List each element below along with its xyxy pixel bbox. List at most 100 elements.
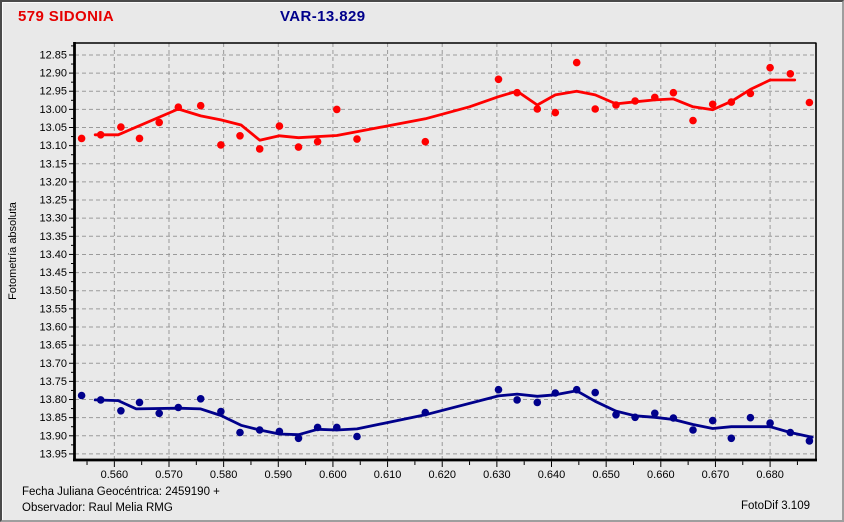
red-data-point xyxy=(766,63,774,72)
red-data-point xyxy=(275,122,284,130)
blue-data-point xyxy=(786,428,795,437)
red-data-point xyxy=(805,98,814,107)
red-data-point xyxy=(631,97,639,105)
red-data-point xyxy=(612,101,620,109)
blue-data-point xyxy=(77,391,86,400)
red-data-point xyxy=(353,135,361,143)
red-data-point xyxy=(708,100,717,109)
red-data-point xyxy=(786,70,795,78)
red-data-point xyxy=(294,143,303,151)
red-data-point xyxy=(333,105,341,114)
y-tick-label: 13.45 xyxy=(39,267,67,279)
x-tick-label: 0.600 xyxy=(319,469,347,481)
blue-data-point xyxy=(494,385,503,394)
observer-label: Observador: Raul Melia RMG xyxy=(22,502,173,514)
blue-data-point xyxy=(196,395,205,403)
y-tick-label: 13.40 xyxy=(39,249,67,261)
app-version-label: FotoDif 3.109 xyxy=(740,500,810,512)
red-data-point xyxy=(236,132,244,140)
blue-data-point xyxy=(255,426,264,434)
y-axis-title: Fotometría absoluta xyxy=(7,201,19,300)
blue-data-point xyxy=(217,407,225,416)
red-data-point xyxy=(421,137,430,146)
blue-data-point xyxy=(421,408,430,417)
y-tick-label: 13.90 xyxy=(39,430,67,442)
y-tick-label: 13.60 xyxy=(39,321,67,333)
red-data-point xyxy=(513,88,521,97)
red-data-point xyxy=(313,137,322,146)
x-tick-label: 0.610 xyxy=(374,469,402,481)
x-tick-label: 0.650 xyxy=(592,469,620,481)
red-data-point xyxy=(196,101,205,110)
object-title: 579 SIDONIA xyxy=(18,8,115,25)
y-tick-label: 13.65 xyxy=(39,340,67,352)
y-tick-label: 13.20 xyxy=(39,176,67,188)
blue-data-point xyxy=(631,413,639,422)
y-tick-label: 13.80 xyxy=(39,394,67,406)
red-data-point xyxy=(591,105,599,113)
blue-data-point xyxy=(727,434,736,443)
variable-title: VAR-13.829 xyxy=(280,8,366,25)
y-tick-label: 12.85 xyxy=(39,49,67,61)
y-tick-label: 13.15 xyxy=(39,158,67,170)
blue-data-point xyxy=(135,398,144,407)
red-data-point xyxy=(669,88,678,97)
blue-data-point xyxy=(591,388,599,397)
y-tick-label: 13.30 xyxy=(39,213,67,225)
x-tick-label: 0.670 xyxy=(702,469,730,481)
blue-data-point xyxy=(117,407,125,415)
blue-data-point xyxy=(805,437,814,445)
blue-data-point xyxy=(533,398,542,407)
blue-data-point xyxy=(551,389,560,397)
blue-data-point xyxy=(572,385,581,394)
red-data-point xyxy=(689,116,697,125)
y-tick-label: 13.05 xyxy=(39,122,67,134)
y-tick-label: 13.35 xyxy=(39,231,67,243)
red-data-point xyxy=(572,58,581,67)
red-data-point xyxy=(746,89,755,98)
red-data-point xyxy=(494,75,503,84)
x-tick-label: 0.570 xyxy=(155,469,183,481)
red-data-point xyxy=(551,108,560,117)
x-tick-label: 0.580 xyxy=(210,469,238,481)
y-tick-label: 13.55 xyxy=(39,303,67,315)
red-data-point xyxy=(155,118,163,127)
red-data-point xyxy=(255,145,264,153)
y-tick-label: 12.90 xyxy=(39,68,67,80)
y-tick-label: 13.10 xyxy=(39,140,67,152)
red-data-point xyxy=(651,93,659,102)
y-tick-label: 13.75 xyxy=(39,376,67,388)
blue-data-point xyxy=(669,414,678,422)
red-data-point xyxy=(77,134,86,143)
y-tick-label: 13.85 xyxy=(39,412,67,424)
blue-data-point xyxy=(513,396,521,404)
x-tick-label: 0.640 xyxy=(538,469,566,481)
blue-data-point xyxy=(612,411,620,419)
blue-data-point xyxy=(96,396,105,404)
blue-data-point xyxy=(353,432,361,441)
y-tick-label: 13.25 xyxy=(39,195,67,207)
red-data-point xyxy=(217,141,225,149)
blue-data-point xyxy=(294,434,303,443)
x-tick-label: 0.630 xyxy=(483,469,511,481)
y-tick-label: 13.50 xyxy=(39,285,67,297)
blue-data-point xyxy=(651,409,659,418)
red-data-point xyxy=(117,123,125,131)
julian-date-label: Fecha Juliana Geocéntrica: 2459190 + xyxy=(22,486,220,498)
blue-trend-line xyxy=(93,389,814,439)
y-tick-label: 12.95 xyxy=(39,86,67,98)
red-data-point xyxy=(96,131,105,139)
y-tick-label: 13.70 xyxy=(39,358,67,370)
blue-data-point xyxy=(174,403,183,412)
blue-data-point xyxy=(746,413,755,422)
blue-data-point xyxy=(333,423,341,432)
red-data-point xyxy=(174,103,183,111)
y-tick-label: 13.95 xyxy=(39,448,67,460)
blue-data-point xyxy=(689,426,697,434)
blue-data-point xyxy=(155,409,163,418)
x-tick-label: 0.560 xyxy=(101,469,129,481)
red-data-point xyxy=(135,134,144,143)
x-tick-label: 0.660 xyxy=(647,469,675,481)
